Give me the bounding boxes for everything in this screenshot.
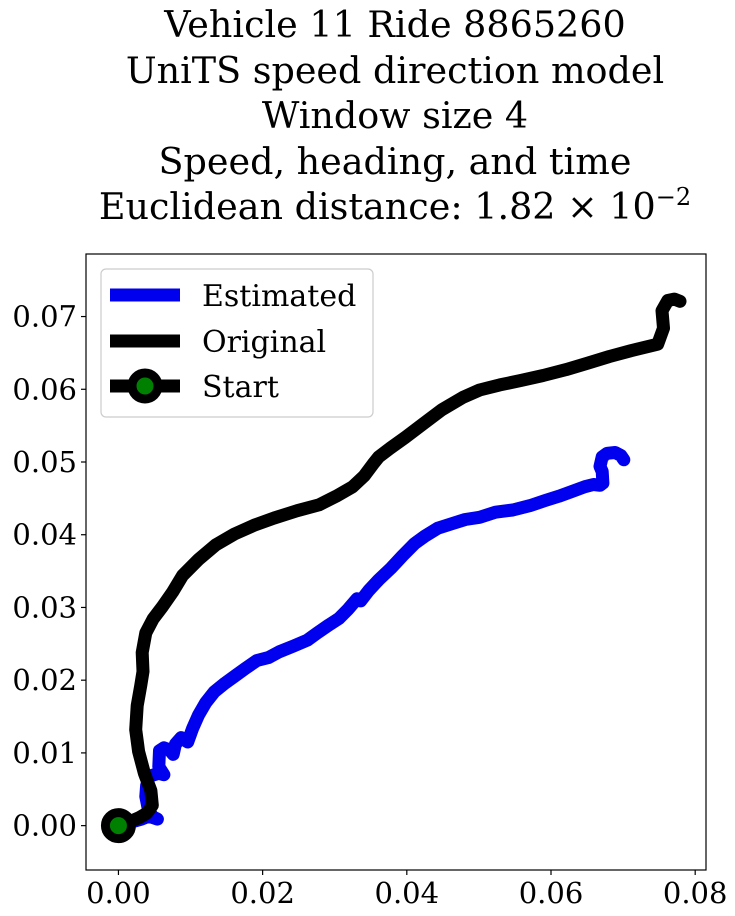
- series-layer: [100, 292, 687, 844]
- y-tick-label: 0.00: [12, 809, 77, 843]
- legend-label-original: Original: [202, 325, 326, 360]
- y-tick-label: 0.05: [12, 445, 77, 479]
- legend-start-marker: [127, 368, 163, 404]
- y-tick-label: 0.02: [12, 663, 77, 697]
- chart-title: Vehicle 11 Ride 8865260 UniTS speed dire…: [0, 2, 735, 230]
- title-line-5: Euclidean distance: 1.82 × 10−2: [0, 184, 735, 230]
- legend: Estimated Original Start: [100, 268, 374, 418]
- title-line-1: Vehicle 11 Ride 8865260: [164, 3, 626, 46]
- original-line: [111, 292, 687, 833]
- title-line-5-base: Euclidean distance: 1.82 × 10: [98, 185, 656, 228]
- y-tick-label: 0.07: [12, 300, 77, 334]
- plot-frame: [85, 253, 707, 871]
- start-marker: [100, 808, 136, 844]
- title-line-4: Speed, heading, and time: [158, 139, 632, 183]
- title-exponent: −2: [655, 183, 692, 211]
- legend-label-estimated: Estimated: [202, 279, 356, 314]
- x-tick-label: 0.02: [230, 876, 295, 910]
- x-tick-label: 0.00: [86, 876, 151, 910]
- axes-layer: 0.00 0.02 0.04 0.06 0.08 0.00 0.01 0.02 0.03 0.04…: [12, 300, 727, 910]
- x-tick-label: 0.08: [663, 876, 728, 910]
- x-tick-label: 0.06: [519, 876, 584, 910]
- y-tick-label: 0.03: [12, 590, 77, 624]
- y-tick-label: 0.04: [12, 518, 77, 552]
- legend-label-start: Start: [202, 370, 279, 405]
- title-line-2: UniTS speed direction model: [125, 48, 665, 92]
- title-line-3: Window size 4: [261, 94, 529, 137]
- estimated-line: [111, 446, 631, 833]
- y-tick-label: 0.06: [12, 372, 77, 406]
- x-tick-label: 0.04: [375, 876, 440, 910]
- y-tick-label: 0.01: [12, 736, 77, 770]
